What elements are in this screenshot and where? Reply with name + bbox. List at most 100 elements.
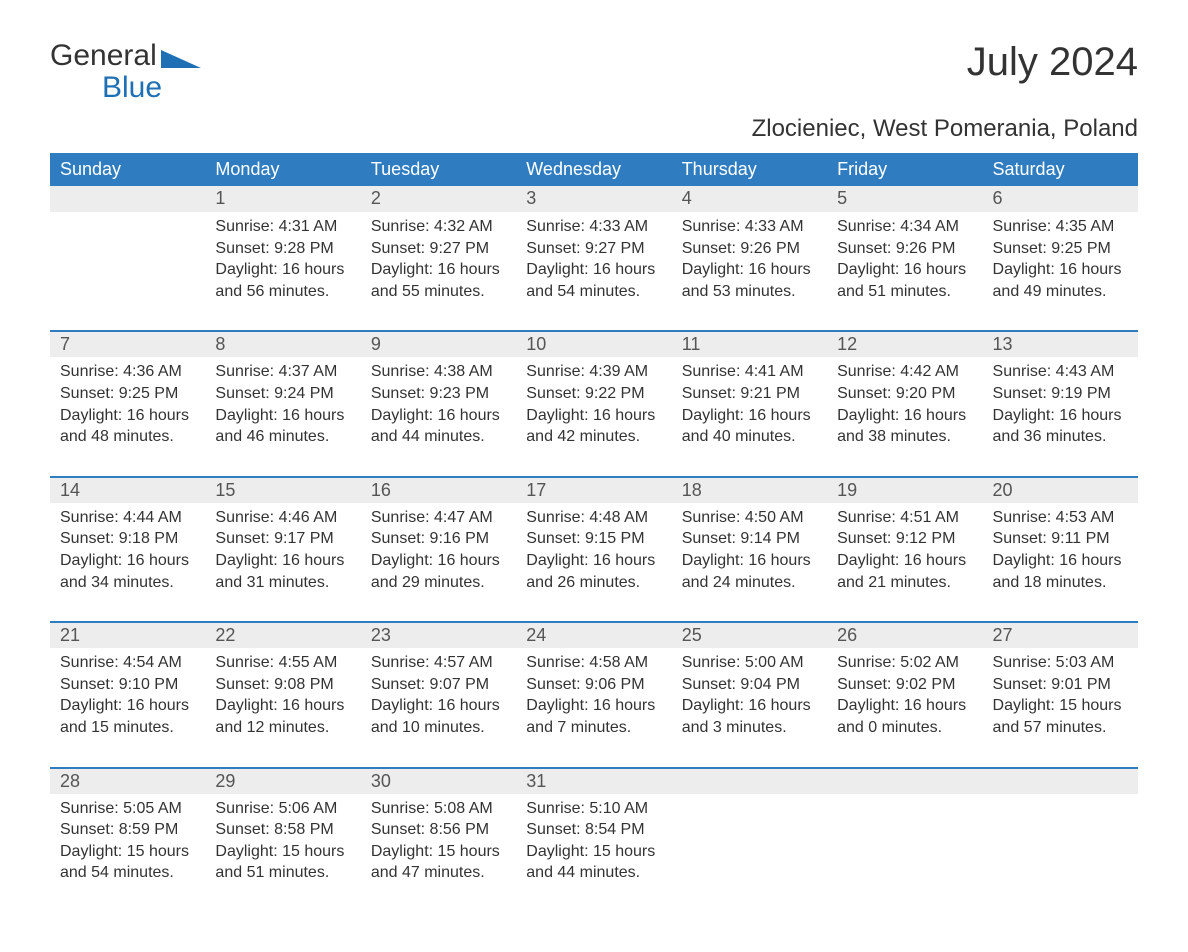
day-body-cell: Sunrise: 4:31 AMSunset: 9:28 PMDaylight:… xyxy=(205,212,360,331)
sunset-text: Sunset: 9:17 PM xyxy=(215,528,350,550)
dl2-text: and 53 minutes. xyxy=(682,281,817,303)
sunset-text: Sunset: 9:16 PM xyxy=(371,528,506,550)
sunset-text: Sunset: 9:11 PM xyxy=(993,528,1128,550)
dl2-text: and 34 minutes. xyxy=(60,572,195,594)
dl2-text: and 7 minutes. xyxy=(526,717,661,739)
dl2-text: and 38 minutes. xyxy=(837,426,972,448)
sunset-text: Sunset: 9:19 PM xyxy=(993,383,1128,405)
sunrise-text: Sunrise: 5:06 AM xyxy=(215,798,350,820)
day-number-cell: 26 xyxy=(827,622,982,648)
day-number-cell: 14 xyxy=(50,477,205,503)
sunset-text: Sunset: 9:27 PM xyxy=(526,238,661,260)
sunrise-text: Sunrise: 5:03 AM xyxy=(993,652,1128,674)
day-number-cell: 3 xyxy=(516,186,671,212)
day-number-cell: 7 xyxy=(50,331,205,357)
day-body-cell: Sunrise: 4:48 AMSunset: 9:15 PMDaylight:… xyxy=(516,503,671,622)
day-number-cell: 12 xyxy=(827,331,982,357)
dl2-text: and 29 minutes. xyxy=(371,572,506,594)
dl2-text: and 40 minutes. xyxy=(682,426,817,448)
sunrise-text: Sunrise: 4:31 AM xyxy=(215,216,350,238)
day-body-cell: Sunrise: 4:34 AMSunset: 9:26 PMDaylight:… xyxy=(827,212,982,331)
sunrise-text: Sunrise: 4:34 AM xyxy=(837,216,972,238)
dl2-text: and 26 minutes. xyxy=(526,572,661,594)
day-number-cell: 16 xyxy=(361,477,516,503)
day-body-cell: Sunrise: 5:10 AMSunset: 8:54 PMDaylight:… xyxy=(516,794,671,912)
day-body-cell: Sunrise: 4:46 AMSunset: 9:17 PMDaylight:… xyxy=(205,503,360,622)
dl2-text: and 15 minutes. xyxy=(60,717,195,739)
day-body-cell xyxy=(50,212,205,331)
day-number-cell: 31 xyxy=(516,768,671,794)
day-number-cell xyxy=(50,186,205,212)
sunset-text: Sunset: 9:06 PM xyxy=(526,674,661,696)
sunset-text: Sunset: 9:23 PM xyxy=(371,383,506,405)
dl2-text: and 54 minutes. xyxy=(60,862,195,884)
day-body-row: Sunrise: 5:05 AMSunset: 8:59 PMDaylight:… xyxy=(50,794,1138,912)
sunrise-text: Sunrise: 4:42 AM xyxy=(837,361,972,383)
day-body-cell: Sunrise: 4:50 AMSunset: 9:14 PMDaylight:… xyxy=(672,503,827,622)
sunset-text: Sunset: 9:12 PM xyxy=(837,528,972,550)
dl1-text: Daylight: 16 hours xyxy=(837,259,972,281)
dl2-text: and 12 minutes. xyxy=(215,717,350,739)
day-body-cell xyxy=(983,794,1138,912)
sunrise-text: Sunrise: 4:43 AM xyxy=(993,361,1128,383)
logo: General Blue xyxy=(50,40,201,103)
dl1-text: Daylight: 16 hours xyxy=(60,405,195,427)
dl2-text: and 42 minutes. xyxy=(526,426,661,448)
dl1-text: Daylight: 16 hours xyxy=(60,550,195,572)
day-body-cell: Sunrise: 4:58 AMSunset: 9:06 PMDaylight:… xyxy=(516,648,671,767)
sunrise-text: Sunrise: 4:54 AM xyxy=(60,652,195,674)
day-body-cell: Sunrise: 4:43 AMSunset: 9:19 PMDaylight:… xyxy=(983,357,1138,476)
dl1-text: Daylight: 16 hours xyxy=(371,405,506,427)
dl2-text: and 44 minutes. xyxy=(526,862,661,884)
logo-text-1: General xyxy=(50,40,157,72)
sunrise-text: Sunrise: 5:10 AM xyxy=(526,798,661,820)
day-body-cell: Sunrise: 5:03 AMSunset: 9:01 PMDaylight:… xyxy=(983,648,1138,767)
day-body-cell: Sunrise: 5:00 AMSunset: 9:04 PMDaylight:… xyxy=(672,648,827,767)
sunrise-text: Sunrise: 4:47 AM xyxy=(371,507,506,529)
sunset-text: Sunset: 9:28 PM xyxy=(215,238,350,260)
dl2-text: and 10 minutes. xyxy=(371,717,506,739)
dl2-text: and 0 minutes. xyxy=(837,717,972,739)
day-number-cell: 23 xyxy=(361,622,516,648)
sunrise-text: Sunrise: 4:33 AM xyxy=(682,216,817,238)
dl1-text: Daylight: 16 hours xyxy=(526,695,661,717)
day-body-row: Sunrise: 4:36 AMSunset: 9:25 PMDaylight:… xyxy=(50,357,1138,476)
day-number-cell: 6 xyxy=(983,186,1138,212)
sunset-text: Sunset: 9:26 PM xyxy=(837,238,972,260)
day-body-cell: Sunrise: 5:08 AMSunset: 8:56 PMDaylight:… xyxy=(361,794,516,912)
day-number-cell: 8 xyxy=(205,331,360,357)
day-body-cell: Sunrise: 4:44 AMSunset: 9:18 PMDaylight:… xyxy=(50,503,205,622)
sunset-text: Sunset: 9:25 PM xyxy=(60,383,195,405)
weekday-header: Monday xyxy=(205,153,360,186)
logo-sail-icon xyxy=(161,50,201,68)
day-number-cell: 5 xyxy=(827,186,982,212)
weekday-header: Sunday xyxy=(50,153,205,186)
day-number-row: 21222324252627 xyxy=(50,622,1138,648)
dl2-text: and 44 minutes. xyxy=(371,426,506,448)
day-body-cell: Sunrise: 4:54 AMSunset: 9:10 PMDaylight:… xyxy=(50,648,205,767)
day-body-cell: Sunrise: 4:57 AMSunset: 9:07 PMDaylight:… xyxy=(361,648,516,767)
day-number-cell: 20 xyxy=(983,477,1138,503)
day-body-cell: Sunrise: 4:37 AMSunset: 9:24 PMDaylight:… xyxy=(205,357,360,476)
day-number-cell: 30 xyxy=(361,768,516,794)
dl1-text: Daylight: 16 hours xyxy=(371,695,506,717)
page-title: July 2024 xyxy=(967,40,1138,85)
sunset-text: Sunset: 9:27 PM xyxy=(371,238,506,260)
sunset-text: Sunset: 8:56 PM xyxy=(371,819,506,841)
sunrise-text: Sunrise: 4:32 AM xyxy=(371,216,506,238)
dl1-text: Daylight: 16 hours xyxy=(371,259,506,281)
sunrise-text: Sunrise: 4:33 AM xyxy=(526,216,661,238)
sunrise-text: Sunrise: 4:50 AM xyxy=(682,507,817,529)
sunset-text: Sunset: 9:14 PM xyxy=(682,528,817,550)
sunset-text: Sunset: 9:07 PM xyxy=(371,674,506,696)
calendar-table: Sunday Monday Tuesday Wednesday Thursday… xyxy=(50,153,1138,912)
weekday-header: Thursday xyxy=(672,153,827,186)
day-body-cell: Sunrise: 4:41 AMSunset: 9:21 PMDaylight:… xyxy=(672,357,827,476)
sunrise-text: Sunrise: 4:44 AM xyxy=(60,507,195,529)
weekday-header: Wednesday xyxy=(516,153,671,186)
day-number-cell: 1 xyxy=(205,186,360,212)
day-number-cell: 9 xyxy=(361,331,516,357)
day-number-cell: 19 xyxy=(827,477,982,503)
logo-text-2: Blue xyxy=(50,72,201,104)
sunset-text: Sunset: 9:02 PM xyxy=(837,674,972,696)
